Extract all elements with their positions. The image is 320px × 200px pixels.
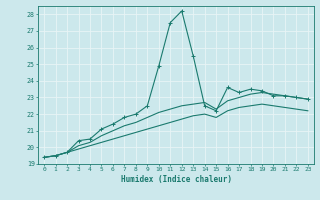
X-axis label: Humidex (Indice chaleur): Humidex (Indice chaleur) <box>121 175 231 184</box>
